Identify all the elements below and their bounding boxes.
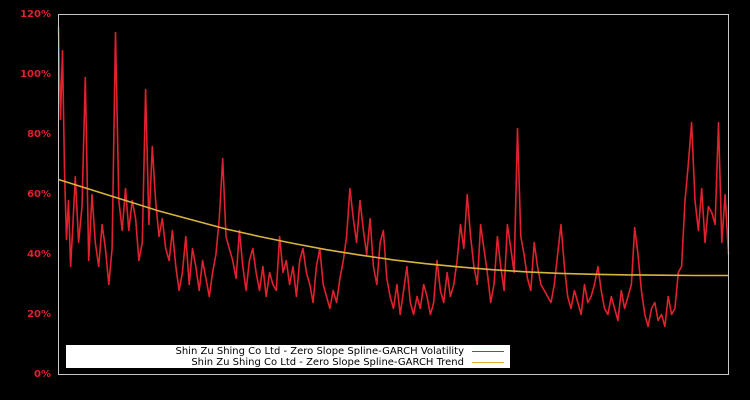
legend: Shin Zu Shing Co Ltd - Zero Slope Spline… bbox=[66, 345, 510, 368]
legend-item-volatility: Shin Zu Shing Co Ltd - Zero Slope Spline… bbox=[176, 346, 511, 357]
y-tick-label: 0% bbox=[34, 368, 51, 380]
y-tick-label: 60% bbox=[27, 188, 51, 200]
legend-label-volatility: Shin Zu Shing Co Ltd - Zero Slope Spline… bbox=[175, 346, 465, 357]
y-tick-label: 20% bbox=[27, 308, 51, 320]
legend-swatch-trend bbox=[472, 362, 504, 363]
y-tick-label: 80% bbox=[27, 128, 51, 140]
legend-item-trend: Shin Zu Shing Co Ltd - Zero Slope Spline… bbox=[191, 357, 510, 368]
series-layer bbox=[57, 26, 730, 328]
legend-swatch-volatility bbox=[472, 351, 504, 352]
trend-line bbox=[58, 178, 729, 277]
legend-label-trend: Shin Zu Shing Co Ltd - Zero Slope Spline… bbox=[191, 357, 464, 368]
plot-frame bbox=[58, 14, 729, 375]
y-tick-label: 120% bbox=[20, 8, 51, 20]
volatility-line bbox=[57, 26, 730, 328]
y-tick-label: 100% bbox=[20, 68, 51, 80]
y-tick-label: 40% bbox=[27, 248, 51, 260]
